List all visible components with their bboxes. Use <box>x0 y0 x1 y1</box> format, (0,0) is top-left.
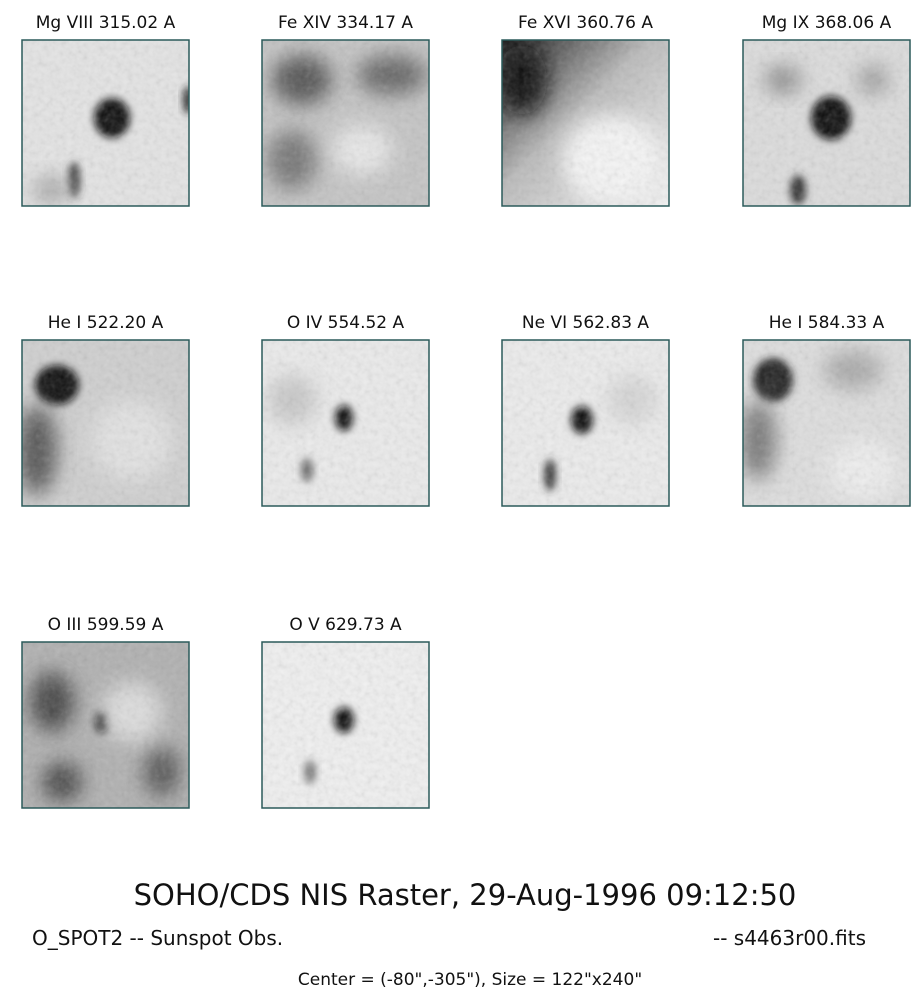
panel-image <box>743 40 910 206</box>
image-panel: Mg VIII 315.02 A <box>22 13 193 206</box>
panel-image <box>262 40 429 206</box>
panel-noise <box>22 340 189 506</box>
figure-canvas: SOHO/CDS NIS Raster, 29-Aug-1996 09:12:5… <box>0 0 917 996</box>
panel-noise <box>502 340 669 506</box>
panel-title: Fe XVI 360.76 A <box>518 13 653 33</box>
image-panel: He I 584.33 A <box>740 313 910 506</box>
panel-noise <box>743 40 910 206</box>
panel-noise <box>743 340 910 506</box>
panel-noise <box>262 40 429 206</box>
image-panel: Fe XVI 360.76 A <box>497 13 669 206</box>
panel-noise <box>502 40 669 206</box>
image-panel: O IV 554.52 A <box>262 313 429 506</box>
image-panel: Fe XIV 334.17 A <box>262 13 429 206</box>
panel-image <box>22 40 193 206</box>
panel-title: O V 629.73 A <box>289 615 402 635</box>
panel-title: Ne VI 562.83 A <box>522 313 650 333</box>
image-panel: Ne VI 562.83 A <box>502 313 669 506</box>
image-panel: He I 522.20 A <box>17 313 189 506</box>
panel-title: O III 599.59 A <box>48 615 164 635</box>
panel-image <box>502 340 669 506</box>
panel-noise <box>22 642 189 808</box>
footer-study: O_SPOT2 -- Sunspot Obs. <box>32 926 283 950</box>
panel-title: O IV 554.52 A <box>287 313 405 333</box>
panel-title: He I 522.20 A <box>48 313 164 333</box>
image-panel: Mg IX 368.06 A <box>743 13 910 206</box>
figure: SOHO/CDS NIS Raster, 29-Aug-1996 09:12:5… <box>0 0 917 996</box>
footer-pointing: Center = (-80",-305"), Size = 122"x240" <box>298 970 642 990</box>
panel-image <box>22 642 189 808</box>
image-panel: O III 599.59 A <box>22 615 189 808</box>
panel-image <box>262 642 429 808</box>
panel-title: He I 584.33 A <box>769 313 885 333</box>
panel-image <box>740 340 910 506</box>
panel-image <box>497 40 669 206</box>
panel-image <box>262 340 429 506</box>
image-panel: O V 629.73 A <box>262 615 429 808</box>
panel-title: Fe XIV 334.17 A <box>278 13 413 33</box>
panel-noise <box>262 340 429 506</box>
panel-title: Mg IX 368.06 A <box>762 13 892 33</box>
footer-title: SOHO/CDS NIS Raster, 29-Aug-1996 09:12:5… <box>134 878 797 912</box>
panel-noise <box>262 642 429 808</box>
panel-image <box>17 340 189 506</box>
panel-title: Mg VIII 315.02 A <box>36 13 176 33</box>
panel-noise <box>22 40 189 206</box>
footer-file: -- s4463r00.fits <box>713 926 866 950</box>
